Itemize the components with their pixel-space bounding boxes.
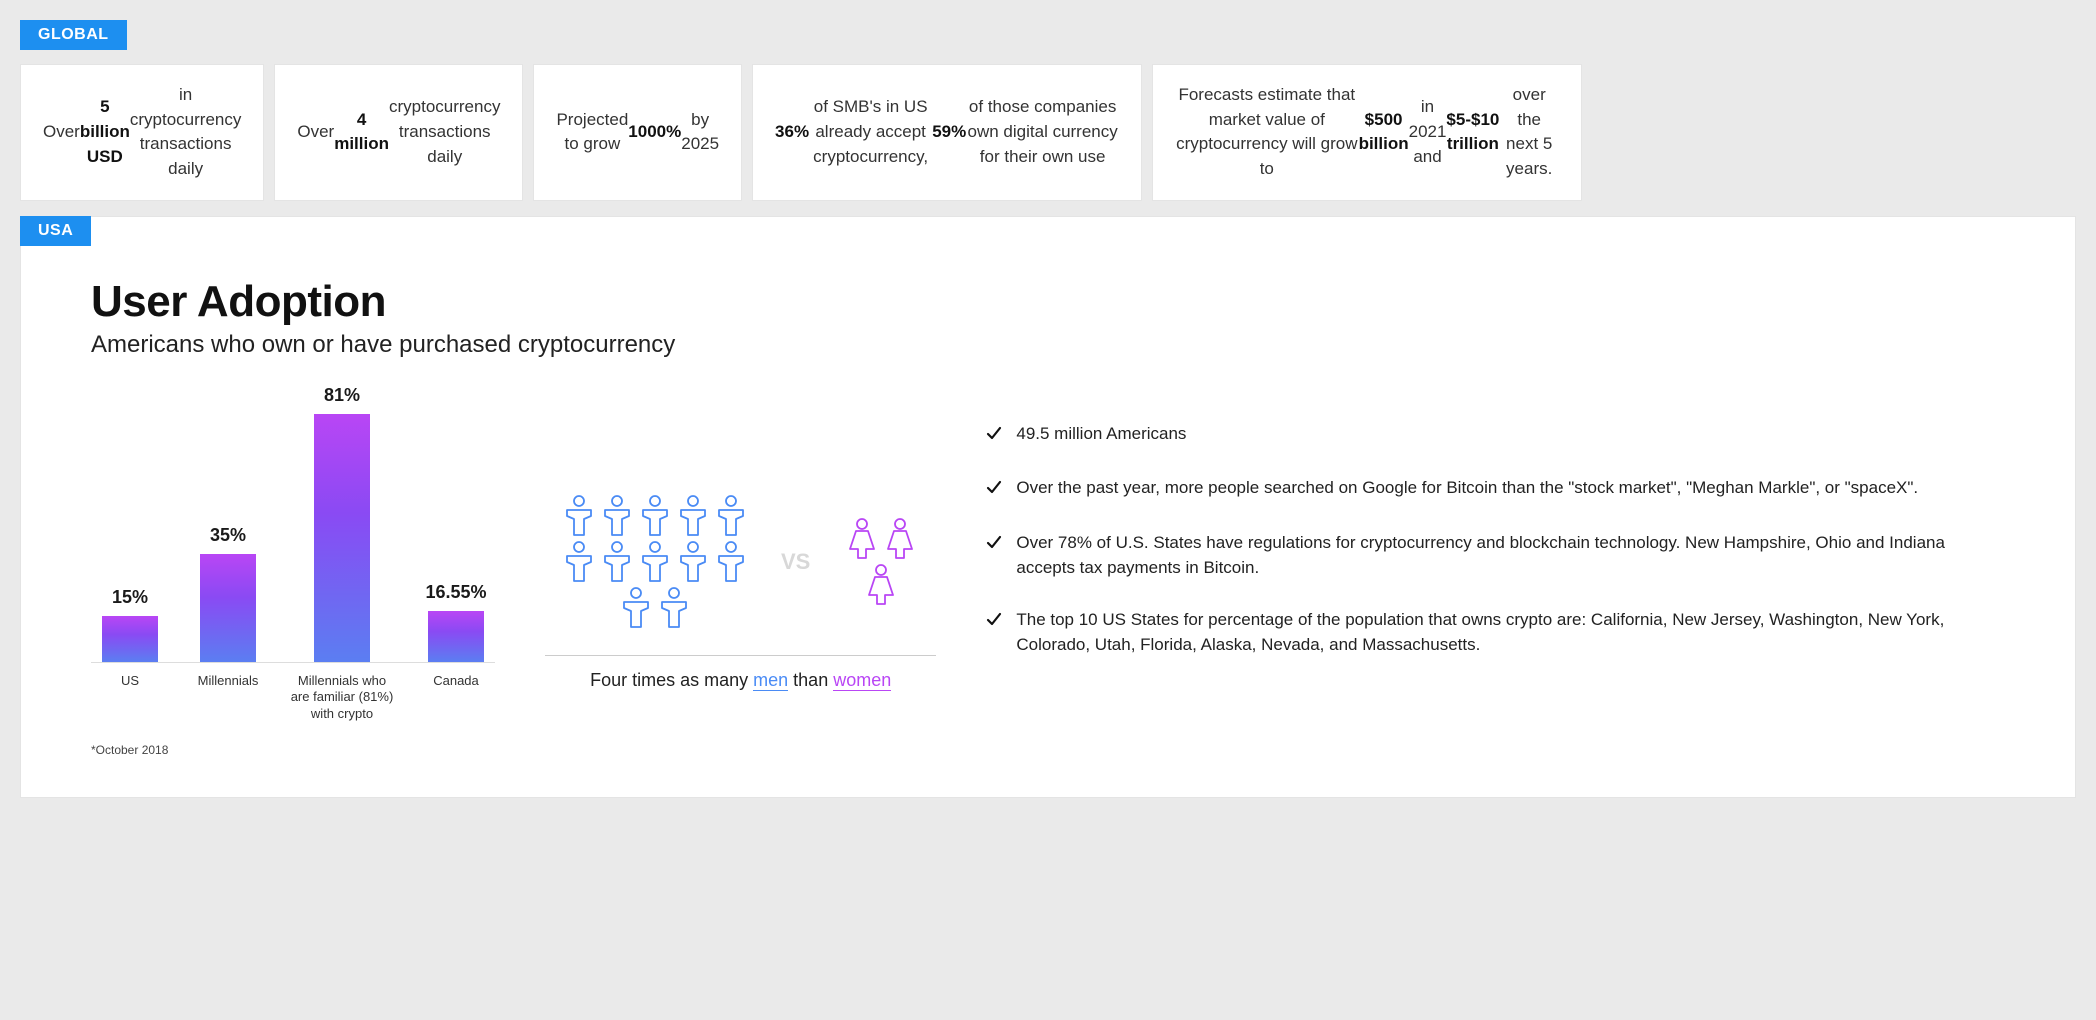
fact-item-1: Over the past year, more people searched… <box>986 475 2005 504</box>
check-icon <box>986 535 1002 551</box>
usa-panel: USA User Adoption Americans who own or h… <box>20 216 2076 799</box>
adoption-bar-chart: 15% 35% 81% 16.55% US Millennials Millennials… <box>91 383 495 758</box>
bar-0: 15% <box>91 587 169 662</box>
global-stat-row: Over 5 billion USD in cryptocurrency tra… <box>20 64 2076 201</box>
woman-icon <box>865 564 897 606</box>
bar-label: Canada <box>417 673 495 724</box>
vs-label: VS <box>781 549 810 575</box>
man-icon <box>658 587 690 629</box>
bar-label: Millennials <box>189 673 267 724</box>
global-section: GLOBAL Over 5 billion USD in cryptocurre… <box>20 20 2076 201</box>
woman-icon <box>846 518 878 560</box>
fact-text: Over 78% of U.S. States have regulations… <box>1016 530 2005 581</box>
fact-text: The top 10 US States for percentage of t… <box>1016 607 2005 658</box>
man-icon <box>620 587 652 629</box>
bar-1: 35% <box>189 525 267 661</box>
chart-footnote: *October 2018 <box>91 743 495 757</box>
man-icon <box>677 495 709 537</box>
usa-subtitle: Americans who own or have purchased cryp… <box>91 331 2005 359</box>
men-icons <box>545 493 765 631</box>
usa-title: User Adoption <box>91 277 2005 327</box>
stat-card-2: Projected to grow 1000% by 2025 <box>533 64 742 201</box>
bar-value: 35% <box>210 525 246 546</box>
man-icon <box>601 541 633 583</box>
bar-value: 16.55% <box>425 582 486 603</box>
bar-3: 16.55% <box>417 582 495 662</box>
fact-item-0: 49.5 million Americans <box>986 421 2005 450</box>
usa-section: USA User Adoption Americans who own or h… <box>20 216 2076 799</box>
women-icons <box>826 516 936 608</box>
fact-item-2: Over 78% of U.S. States have regulations… <box>986 530 2005 581</box>
check-icon <box>986 480 1002 496</box>
man-icon <box>563 495 595 537</box>
man-icon <box>639 495 671 537</box>
usa-badge: USA <box>20 216 91 246</box>
check-icon <box>986 426 1002 442</box>
man-icon <box>639 541 671 583</box>
stat-card-1: Over 4 million cryptocurrency transactio… <box>274 64 523 201</box>
bar-label: Millennials who are familiar (81%) with … <box>287 673 397 724</box>
stat-card-0: Over 5 billion USD in cryptocurrency tra… <box>20 64 264 201</box>
stat-card-4: Forecasts estimate that market value of … <box>1152 64 1582 201</box>
man-icon <box>715 495 747 537</box>
man-icon <box>715 541 747 583</box>
bar-2: 81% <box>287 385 397 662</box>
woman-icon <box>884 518 916 560</box>
fact-text: 49.5 million Americans <box>1016 421 1186 450</box>
stat-card-3: 36% of SMB's in US already accept crypto… <box>752 64 1142 201</box>
gender-comparison: VS Four times as many men than women <box>545 493 936 691</box>
man-icon <box>601 495 633 537</box>
fact-text: Over the past year, more people searched… <box>1016 475 1918 504</box>
man-icon <box>677 541 709 583</box>
global-badge: GLOBAL <box>20 20 127 50</box>
check-icon <box>986 612 1002 628</box>
bar-value: 15% <box>112 587 148 608</box>
fact-item-3: The top 10 US States for percentage of t… <box>986 607 2005 658</box>
bar-label: US <box>91 673 169 724</box>
usa-facts-list: 49.5 million Americans Over the past year… <box>986 421 2005 684</box>
gender-caption: Four times as many men than women <box>545 655 936 691</box>
bar-value: 81% <box>324 385 360 406</box>
man-icon <box>563 541 595 583</box>
